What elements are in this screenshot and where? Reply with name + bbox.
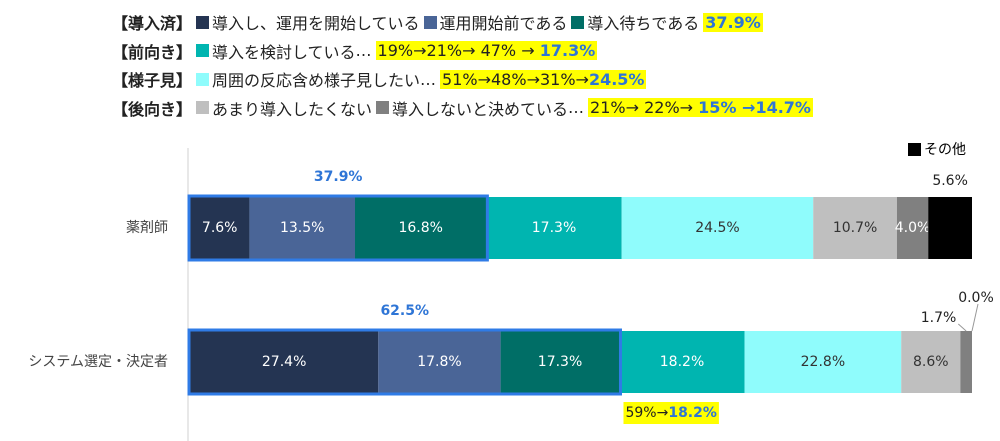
legend-swatch xyxy=(196,101,210,115)
legend-line: 【後向き】 あまり導入したくない 導入しないと決めている … 21%→ 22%→… xyxy=(112,94,813,123)
leader-line xyxy=(957,323,967,332)
below-note: 59%→18.2% xyxy=(625,405,716,421)
legend-line: 【導入済】 導入し、運用を開始している 運用開始前である 導入待ちである 37.… xyxy=(112,8,813,37)
data-label: 17.3% xyxy=(538,354,582,370)
ellipsis: … xyxy=(568,98,585,118)
data-label: 4.0% xyxy=(895,220,931,236)
legend-note: 37.9% xyxy=(703,12,763,32)
note-emphasis: 18.2% xyxy=(668,405,717,421)
data-label: 13.5% xyxy=(280,220,324,236)
note-highlight xyxy=(623,402,719,424)
data-label: 7.6% xyxy=(202,220,238,236)
bar-segment xyxy=(249,197,356,259)
leader-line xyxy=(971,303,979,332)
legend-group-label: 【後向き】 xyxy=(112,99,193,119)
legend-note: 19%→21%→ 47% → 17.3% xyxy=(375,41,598,61)
legend: 【導入済】 導入し、運用を開始している 運用開始前である 導入待ちである 37.… xyxy=(112,8,813,122)
data-label: 0.0% xyxy=(958,290,994,306)
bar-segment xyxy=(378,331,501,393)
legend-swatch xyxy=(423,15,437,29)
data-label: 24.5% xyxy=(695,220,739,236)
bar-segment xyxy=(813,197,897,259)
y-tick-label: 薬剤師 xyxy=(126,220,168,236)
group-total: 37.9% xyxy=(314,169,363,185)
data-label: 5.6% xyxy=(932,173,968,189)
note-text: 21%→ 22%→ xyxy=(590,98,694,118)
legend-group-label: 【様子見】 xyxy=(112,71,193,91)
legend-entry: 導入待ちである xyxy=(587,14,700,34)
legend-entry: 導入しないと決めている xyxy=(392,99,569,119)
data-label: 1.7% xyxy=(921,310,957,326)
note-emphasis: 24.5% xyxy=(588,69,645,89)
bar-segment xyxy=(960,331,972,393)
bar-segment xyxy=(355,197,487,259)
legend-swatch xyxy=(376,101,390,115)
legend-line: 【様子見】 周囲の反応含め様子見したい … 51%→48%→31%→24.5% xyxy=(112,65,813,94)
data-label: 27.4% xyxy=(262,354,306,370)
bar-segment xyxy=(500,331,620,393)
data-label: 10.7% xyxy=(833,220,877,236)
data-label: 8.6% xyxy=(913,354,949,370)
legend-swatch xyxy=(196,44,210,58)
data-label: 18.2% xyxy=(660,354,704,370)
ellipsis: … xyxy=(355,41,372,61)
note-emphasis: 17.3% xyxy=(539,41,596,61)
legend-entry: その他 xyxy=(924,142,966,158)
note-text: 19%→21%→ 47% → xyxy=(377,41,535,61)
bar-segment xyxy=(190,197,250,259)
legend-swatch xyxy=(196,72,210,86)
note-text: 51%→48%→31%→ xyxy=(442,69,589,89)
data-label: 17.3% xyxy=(532,220,576,236)
bar-segment xyxy=(486,197,622,259)
legend-swatch xyxy=(908,143,921,156)
legend-note: 51%→48%→31%→24.5% xyxy=(440,69,647,89)
legend-note: 21%→ 22%→ 15% →14.7% xyxy=(588,98,813,118)
y-tick-label: システム選定・決定者 xyxy=(28,354,168,370)
legend-group-label: 【導入済】 xyxy=(112,14,193,34)
legend-entry: あまり導入したくない xyxy=(212,99,373,119)
note-emphasis: 37.9% xyxy=(705,12,761,32)
note-emphasis: 15% →14.7% xyxy=(698,98,811,118)
bar-segment xyxy=(621,197,814,259)
bar-segment xyxy=(901,331,961,393)
data-label: 17.8% xyxy=(417,354,461,370)
bar-segment xyxy=(928,197,972,259)
bar-segment xyxy=(619,331,745,393)
legend-swatch xyxy=(571,15,585,29)
bar-segment xyxy=(744,331,902,393)
ellipsis: … xyxy=(420,69,437,89)
data-label: 22.8% xyxy=(801,354,845,370)
legend-entry: 周囲の反応含め様子見したい xyxy=(212,71,421,91)
legend-line: 【前向き】 導入を検討している… 19%→21%→ 47% → 17.3% xyxy=(112,37,813,66)
data-label: 16.8% xyxy=(398,220,442,236)
legend-entry: 導入し、運用を開始している xyxy=(212,14,420,34)
legend-swatch xyxy=(196,15,210,29)
legend-entry: 運用開始前である xyxy=(439,14,568,34)
group-total: 62.5% xyxy=(380,303,429,319)
note-text: 59%→ xyxy=(625,405,668,421)
group-box xyxy=(187,194,489,262)
bar-segment xyxy=(896,197,929,259)
bar-segment xyxy=(190,331,379,393)
legend-entry: 導入を検討している xyxy=(212,42,356,62)
legend-group-label: 【前向き】 xyxy=(112,42,193,62)
group-box xyxy=(187,328,622,396)
